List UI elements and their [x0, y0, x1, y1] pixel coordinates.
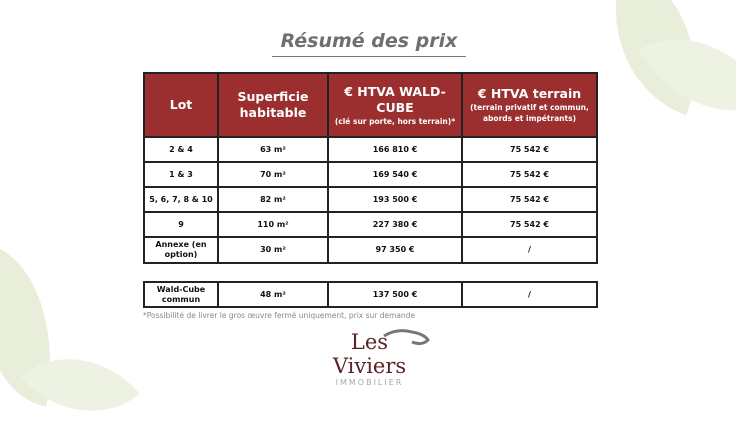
table-row: Annexe (en option) 30 m² 97 350 € /	[143, 236, 598, 264]
cell: 169 540 €	[327, 161, 463, 188]
cell: 1 & 3	[143, 161, 219, 188]
salamander-icon	[383, 329, 430, 346]
cell: 5, 6, 7, 8 & 10	[143, 186, 219, 213]
table-row: 1 & 3 70 m² 169 540 €75 542 €	[143, 161, 598, 188]
table-header-row: Lot Superficie habitable € HTVA WALD-CUB…	[143, 72, 598, 138]
cell: 227 380 €	[327, 211, 463, 238]
cell: Annexe (en option)	[143, 236, 219, 264]
cell: /	[461, 281, 598, 308]
page-title: Résumé des prix	[272, 30, 466, 57]
table-row: 2 & 4 63 m² 166 810 €75 542 €	[143, 136, 598, 163]
cell: 75 542 €	[461, 211, 598, 238]
cell: Wald-Cube commun	[143, 281, 219, 308]
cell: 110 m²	[217, 211, 329, 238]
cell: 97 350 €	[327, 236, 463, 264]
price-table: Lot Superficie habitable € HTVA WALD-CUB…	[143, 72, 598, 264]
header-wald-cube: € HTVA WALD-CUBE (clé sur porte, hors ter…	[327, 72, 463, 138]
cell: /	[461, 236, 598, 264]
header-surface: Superficie habitable	[217, 72, 329, 138]
table-row: 5, 6, 7, 8 & 10 82 m² 193 500 €75 542 €	[143, 186, 598, 213]
extra-table: Wald-Cube commun 48 m² 137 500 € /	[143, 281, 598, 308]
cell: 137 500 €	[327, 281, 463, 308]
cell: 75 542 €	[461, 161, 598, 188]
cell: 9	[143, 211, 219, 238]
cell: 30 m²	[217, 236, 329, 264]
cell: 70 m²	[217, 161, 329, 188]
table-row: Wald-Cube commun 48 m² 137 500 € /	[143, 281, 598, 308]
cell: 63 m²	[217, 136, 329, 163]
cell: 193 500 €	[327, 186, 463, 213]
cell: 82 m²	[217, 186, 329, 213]
header-terrain: € HTVA terrain (terrain privatif et commu…	[461, 72, 598, 138]
header-lot: Lot	[143, 72, 219, 138]
table-row: 9 110 m² 227 380 €75 542 €	[143, 211, 598, 238]
cell: 48 m²	[217, 281, 329, 308]
footnote: *Possibilité de livrer le gros œuvre fer…	[143, 311, 416, 320]
cell: 75 542 €	[461, 136, 598, 163]
logo: Les Viviers IMMOBILIER	[312, 329, 430, 387]
cell: 2 & 4	[143, 136, 219, 163]
cell: 166 810 €	[327, 136, 463, 163]
cell: 75 542 €	[461, 186, 598, 213]
